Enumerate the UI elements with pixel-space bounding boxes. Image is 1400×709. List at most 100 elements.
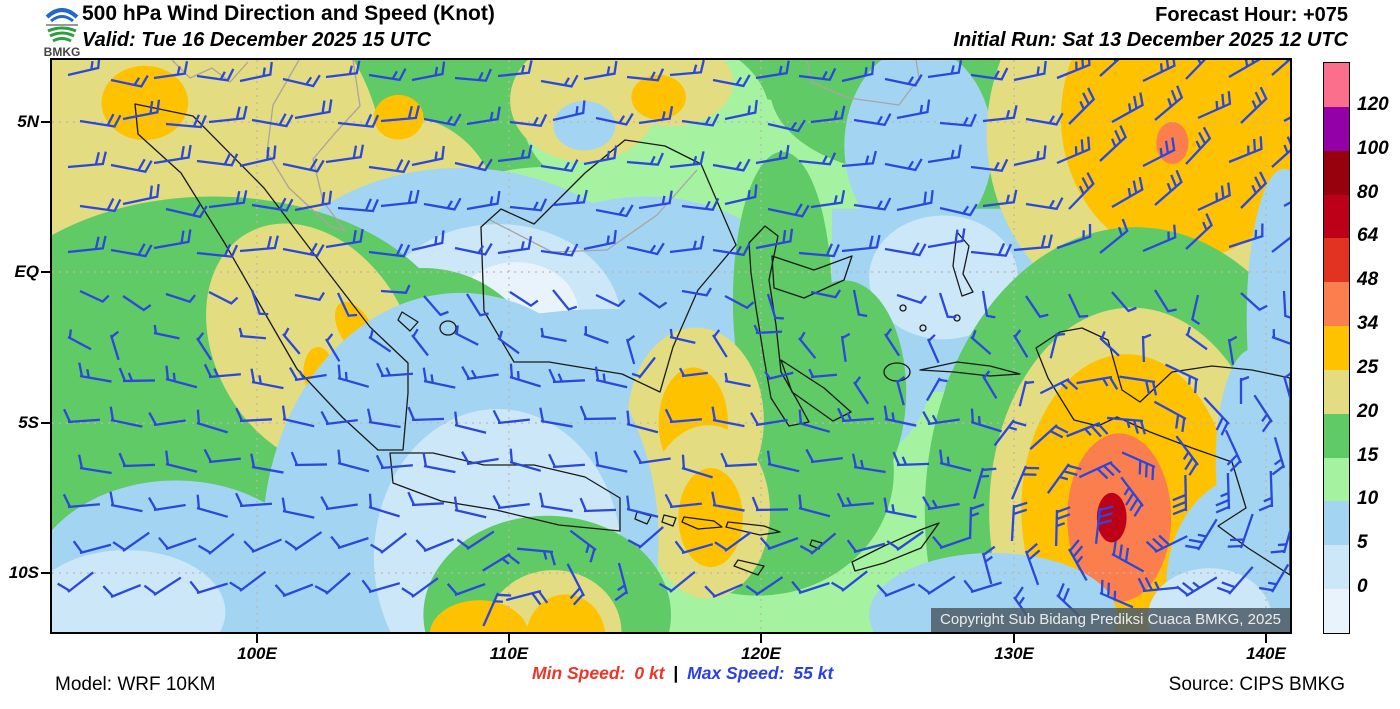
wind-barb: [294, 99, 333, 120]
wind-barb: [1120, 476, 1144, 517]
wind-barb: [884, 73, 923, 87]
model-info: Model: WRF 10KM: [55, 674, 216, 696]
wind-barb: [681, 454, 713, 479]
wind-barb: [497, 144, 533, 163]
wind-barb: [625, 334, 636, 365]
wind-barb: [1029, 424, 1069, 450]
initial-run: Initial Run: Sat 13 December 2025 12 UTC: [953, 29, 1348, 52]
wind-barb: [63, 408, 101, 424]
wind-barb: [1010, 465, 1040, 500]
wind-barb: [282, 327, 301, 355]
wind-barb: [1172, 474, 1188, 516]
wind-barb: [290, 451, 328, 467]
legend-label-15: 15: [1357, 444, 1379, 466]
wind-barb: [1185, 518, 1218, 551]
wind-barb: [1137, 577, 1179, 593]
y-axis-label-10S: 10S: [8, 563, 39, 583]
wind-barb: [548, 453, 586, 469]
wind-barb: [1025, 112, 1064, 126]
wind-barb: [745, 576, 784, 596]
wind-barb: [552, 100, 586, 122]
wind-barb: [282, 74, 321, 88]
wind-barb: [1111, 176, 1144, 208]
wind-barb: [492, 494, 530, 510]
wind-barb: [456, 530, 495, 550]
wind-barb: [1066, 421, 1109, 438]
wind-barb: [411, 145, 445, 167]
wind-barb: [791, 580, 830, 595]
wind-barb: [497, 330, 520, 355]
wind-barb: [110, 74, 149, 88]
wind-barb: [189, 580, 228, 595]
wind-barb: [1240, 171, 1268, 209]
wind-barb: [370, 532, 407, 554]
wind-barb: [67, 329, 92, 351]
wind-barb: [250, 289, 269, 316]
wind-barb: [1049, 332, 1066, 359]
wind-barb: [1025, 295, 1049, 319]
wind-barb: [1239, 375, 1250, 404]
initial-run-value: Sat 13 December 2025 12 UTC: [1062, 29, 1348, 51]
legend-label-20: 20: [1357, 400, 1379, 422]
wind-barb: [1197, 182, 1232, 212]
legend-label-10: 10: [1357, 488, 1379, 510]
wind-barb: [1253, 394, 1273, 433]
wind-barb: [337, 198, 379, 213]
wind-barb: [153, 324, 180, 340]
wind-barb: [165, 450, 198, 473]
wind-barb: [658, 570, 696, 593]
y-axis-label-5S: 5S: [18, 412, 39, 432]
wind-barb: [1056, 223, 1092, 250]
wind-barb: [337, 364, 370, 388]
wind-barb: [122, 184, 160, 206]
legend-color-segment-12: [1324, 589, 1349, 633]
wind-barb: [764, 370, 794, 381]
wind-barb: [540, 327, 567, 343]
model-label: Model:: [55, 674, 113, 695]
wind-barb: [158, 536, 197, 551]
wind-barb: [805, 448, 843, 464]
wind-barb: [1271, 329, 1290, 347]
max-speed-value: 55 kt: [793, 663, 834, 683]
wind-barb: [724, 99, 758, 121]
wind-barb: [325, 333, 341, 362]
wind-barb: [196, 152, 239, 167]
wind-barb: [1240, 292, 1268, 312]
y-tick-5N: [41, 121, 50, 123]
wind-barb: [896, 293, 928, 305]
wind-barb: [927, 228, 966, 249]
legend-color-segment-7: [1324, 369, 1349, 414]
wind-barb: [1227, 335, 1238, 365]
wind-barb: [294, 291, 325, 302]
wind-barb: [836, 492, 874, 508]
wind-barb: [482, 592, 512, 627]
page-title: 500 hPa Wind Direction and Speed (Knot): [82, 2, 495, 25]
wind-barb: [243, 538, 282, 554]
wind-barb: [196, 68, 235, 82]
wind-barb: [753, 324, 783, 335]
wind-barb: [1024, 542, 1041, 586]
wind-barb: [932, 535, 971, 550]
wind-barb: [380, 189, 420, 208]
wind-barb: [423, 197, 462, 211]
wind-barb: [165, 114, 207, 129]
wind-barb: [281, 497, 315, 519]
wind-barb: [165, 365, 198, 389]
wind-barb: [704, 583, 743, 599]
wind-barb: [583, 145, 618, 166]
max-speed: Max Speed: 55 kt: [687, 663, 833, 683]
wind-barb: [1203, 396, 1230, 436]
wind-barb: [767, 119, 806, 133]
wind-barb: [1099, 60, 1128, 77]
wind-barb: [712, 158, 751, 172]
wind-barb: [540, 159, 579, 173]
wind-barb: [1228, 223, 1264, 249]
wind-barb: [1185, 60, 1212, 80]
wind-barb: [497, 236, 533, 255]
wind-barb: [423, 113, 462, 127]
wind-barb: [1141, 333, 1152, 363]
wind-barb: [415, 537, 455, 553]
wind-barb: [1145, 534, 1188, 554]
wind-barb: [981, 545, 996, 585]
wind-barb: [1224, 429, 1243, 472]
